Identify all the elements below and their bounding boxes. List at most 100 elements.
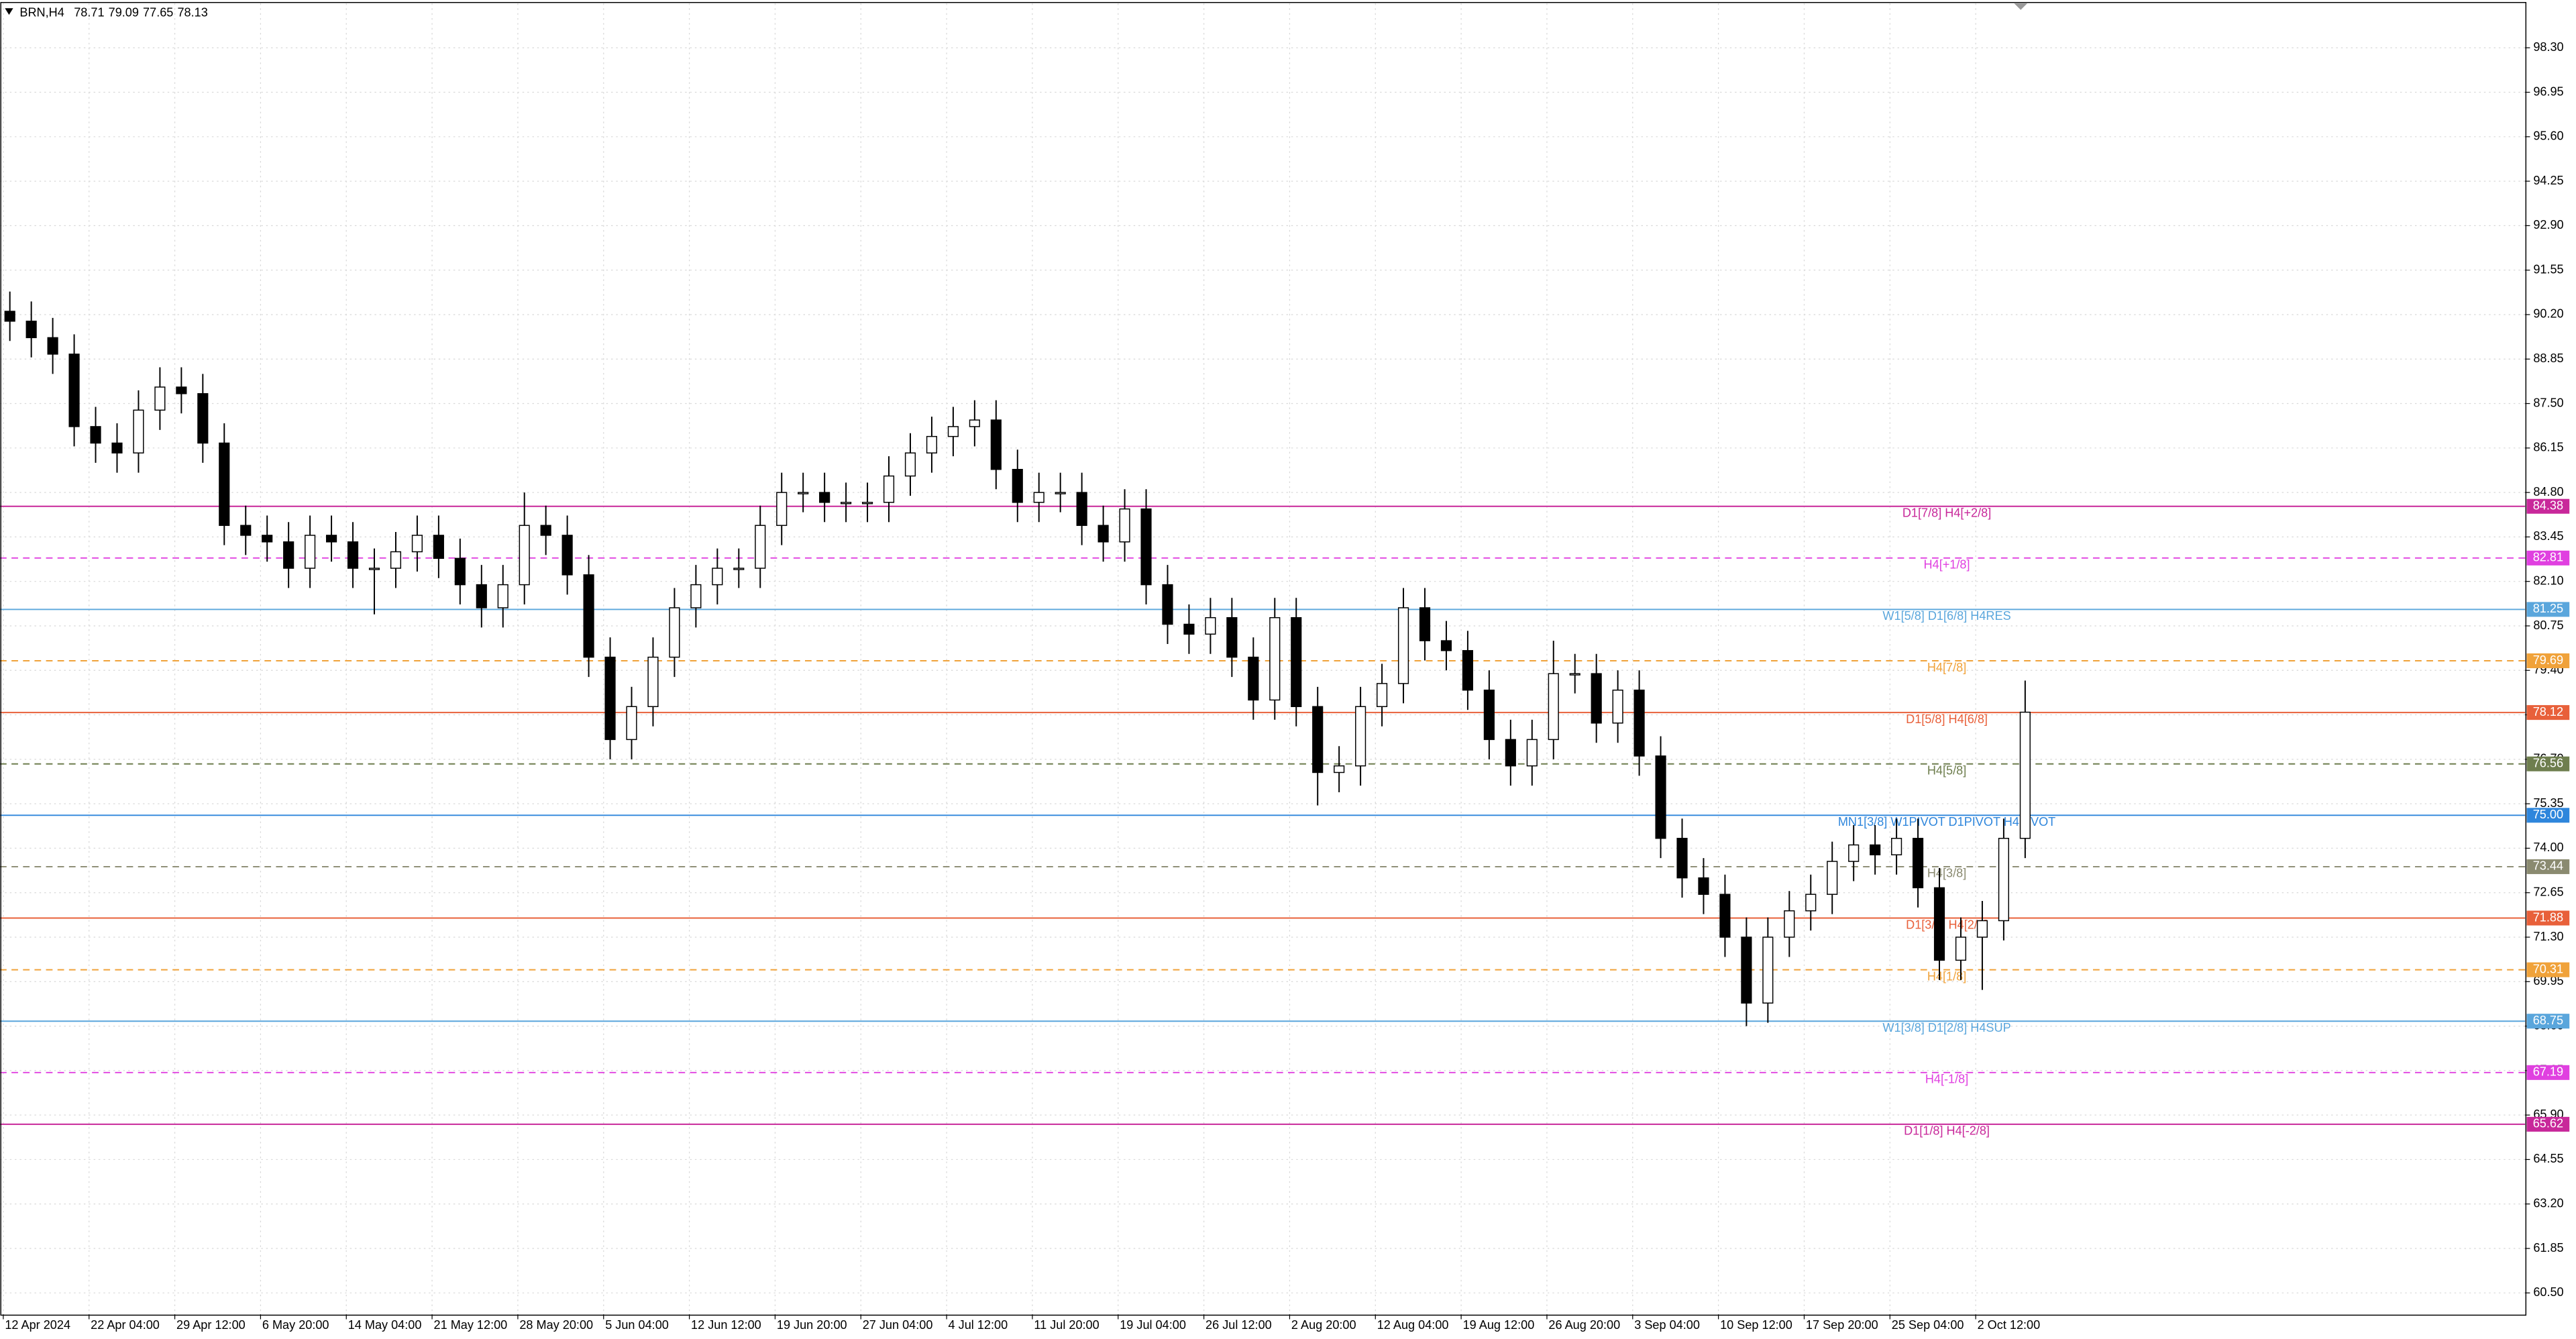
candle-body — [1248, 656, 1259, 701]
x-tick-label: 19 Jun 20:00 — [777, 1318, 847, 1332]
candle-body — [25, 321, 37, 339]
candle-body — [519, 525, 530, 586]
candle-body — [47, 337, 58, 355]
candle-body — [1569, 673, 1580, 676]
level-tag-label: 73.44 — [2533, 859, 2563, 873]
level-label: MN1[3/8] W1PIVOT D1PIVOT H4PIVOT — [1838, 815, 2055, 828]
candle-body — [1505, 739, 1516, 767]
ohlc-open: 78.71 — [74, 5, 104, 19]
ohlc-high: 79.09 — [109, 5, 139, 19]
candle-body — [647, 656, 659, 708]
x-tick-label: 19 Aug 12:00 — [1463, 1318, 1535, 1332]
level-tag — [2526, 1014, 2570, 1029]
x-tick-label: 12 Aug 04:00 — [1377, 1318, 1449, 1332]
candle-body — [733, 568, 745, 570]
candle-body — [1784, 910, 1795, 938]
x-tick-label: 3 Sep 04:00 — [1634, 1318, 1700, 1332]
candle-body — [154, 386, 166, 411]
x-tick-label: 29 Apr 12:00 — [176, 1318, 246, 1332]
level-label: H4[-1/8] — [1925, 1073, 1968, 1086]
ohlc-low: 77.65 — [143, 5, 173, 19]
x-tick-label: 26 Aug 20:00 — [1548, 1318, 1620, 1332]
level-tag-label: 76.56 — [2533, 757, 2563, 770]
y-tick-label: 91.55 — [2533, 262, 2563, 276]
candle-body — [133, 409, 144, 453]
candle-body — [1377, 683, 1388, 708]
candle-body — [1548, 673, 1559, 741]
y-tick-label: 95.60 — [2533, 129, 2563, 143]
x-tick-label: 4 Jul 12:00 — [949, 1318, 1008, 1332]
candle-body — [1955, 936, 1967, 961]
level-tag — [2526, 705, 2570, 720]
y-tick-label: 61.85 — [2533, 1241, 2563, 1254]
candle-body — [1655, 755, 1666, 839]
x-tick-label: 17 Sep 20:00 — [1806, 1318, 1878, 1332]
candle-body — [861, 502, 873, 504]
candle-body — [1719, 894, 1731, 938]
level-tag — [2526, 498, 2570, 514]
candle-body — [454, 557, 466, 586]
candle-body — [1440, 640, 1452, 651]
y-tick-label: 64.55 — [2533, 1152, 2563, 1165]
candle-body — [1998, 837, 2009, 922]
y-tick-label: 98.30 — [2533, 40, 2563, 54]
candle-body — [841, 502, 852, 504]
candle-body — [305, 535, 316, 569]
candle-body — [1419, 607, 1431, 641]
level-tag — [2526, 550, 2570, 566]
level-label: H4[1/8] — [1927, 969, 1966, 983]
candle-body — [1633, 689, 1645, 757]
candle-body — [690, 584, 702, 608]
candle-body — [1312, 706, 1324, 773]
y-tick-label: 75.35 — [2533, 796, 2563, 810]
level-tag-label: 65.62 — [2533, 1117, 2563, 1130]
menu-triangle — [5, 8, 13, 15]
candle-body — [368, 568, 380, 570]
candle-body — [604, 656, 616, 741]
x-tick-label: 12 Jun 12:00 — [691, 1318, 761, 1332]
candle-body — [1097, 525, 1109, 543]
candles-layer — [4, 291, 2031, 1026]
candle-body — [1462, 650, 1474, 691]
candle-body — [1612, 689, 1623, 724]
candle-body — [1762, 936, 1774, 1004]
level-label: H4[3/8] — [1927, 867, 1966, 880]
y-tick-label: 63.20 — [2533, 1197, 2563, 1210]
level-tag — [2526, 756, 2570, 771]
candle-body — [68, 354, 80, 427]
candle-body — [1162, 584, 1173, 625]
x-tick-label: 25 Sep 04:00 — [1892, 1318, 1964, 1332]
candle-body — [476, 584, 487, 608]
candle-body — [2019, 711, 2031, 839]
candle-body — [1741, 936, 1752, 1004]
candle-body — [1912, 837, 1924, 889]
y-tick-label: 72.65 — [2533, 885, 2563, 898]
shift-marker — [2014, 3, 2028, 10]
level-label: D1[7/8] H4[+2/8] — [1902, 506, 1991, 520]
candle-body — [755, 525, 766, 569]
candle-body — [1055, 492, 1066, 494]
x-tick-label: 2 Oct 12:00 — [1978, 1318, 2041, 1332]
candle-body — [1076, 492, 1087, 526]
y-tick-label: 88.85 — [2533, 352, 2563, 365]
candle-body — [926, 435, 938, 453]
candle-body — [1334, 765, 1345, 773]
candle-body — [1676, 837, 1688, 879]
level-tag — [2526, 602, 2570, 617]
levels-layer: D1[7/8] H4[+2/8] H4[+1/8] W1[5/8] D1[6/8] … — [0, 505, 2526, 1138]
candle-body — [176, 386, 187, 394]
level-tag — [2526, 653, 2570, 669]
candle-body — [283, 541, 294, 569]
candle-body — [969, 419, 980, 427]
candle-body — [497, 584, 508, 608]
candle-body — [240, 525, 252, 536]
candle-body — [111, 442, 123, 453]
symbol: BRN,H4 — [19, 5, 64, 19]
candle-body — [1933, 887, 1945, 961]
y-tick-label: 84.80 — [2533, 485, 2563, 498]
candle-body — [4, 311, 15, 322]
candle-body — [798, 492, 809, 494]
